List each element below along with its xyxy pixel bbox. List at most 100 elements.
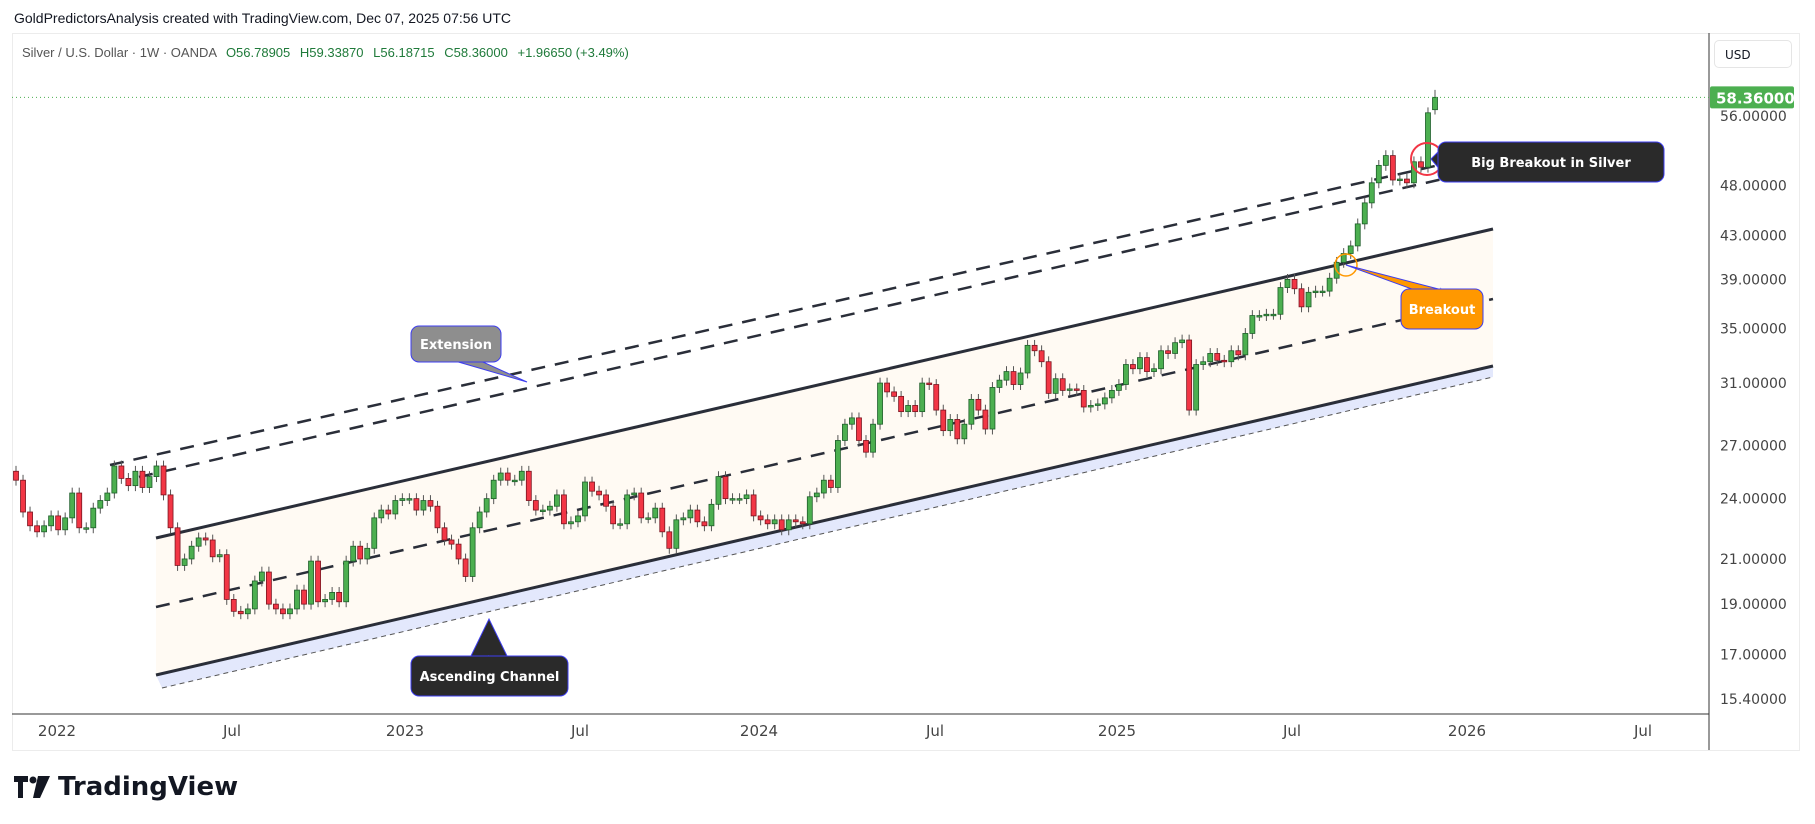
candle-down bbox=[455, 543, 462, 560]
channel-band bbox=[156, 366, 1493, 688]
time-tick-label: Jul bbox=[925, 722, 944, 740]
last-price-badge bbox=[1710, 86, 1794, 109]
candle-up bbox=[1003, 371, 1010, 381]
candle-up bbox=[511, 479, 518, 483]
chart-attribution: GoldPredictorsAnalysis created with Trad… bbox=[14, 10, 511, 26]
candle-up bbox=[497, 472, 504, 481]
candle-down bbox=[462, 558, 469, 577]
candle-down bbox=[856, 417, 862, 441]
candle-down bbox=[610, 505, 617, 525]
candle-up bbox=[905, 405, 912, 413]
time-tick-label: 2026 bbox=[1448, 722, 1486, 740]
candle-down bbox=[722, 476, 729, 500]
candle-up bbox=[546, 505, 553, 511]
time-tick-label: Jul bbox=[1282, 722, 1301, 740]
candle-up bbox=[673, 519, 680, 549]
candle-down bbox=[1389, 155, 1396, 181]
time-tick-label: Jul bbox=[222, 722, 241, 740]
candle-down bbox=[223, 554, 230, 600]
candle-up bbox=[1017, 372, 1024, 385]
candle-down bbox=[596, 490, 602, 496]
price-tick-label: 21.00000 bbox=[1720, 552, 1787, 568]
time-tick-label: Jul bbox=[1633, 722, 1652, 740]
candle-up bbox=[132, 470, 139, 487]
candle-up bbox=[1319, 290, 1326, 294]
price-tick-label: 17.00000 bbox=[1720, 647, 1787, 663]
candle-up bbox=[736, 498, 743, 501]
candle-up bbox=[877, 382, 883, 425]
candle-down bbox=[118, 465, 125, 479]
candle-up bbox=[322, 599, 328, 603]
candle-up bbox=[111, 465, 118, 494]
candle-down bbox=[504, 472, 511, 481]
candle-up bbox=[1256, 315, 1263, 318]
candle-up bbox=[1347, 245, 1354, 254]
candle-down bbox=[799, 521, 806, 525]
candle-up bbox=[343, 560, 350, 603]
candle-down bbox=[525, 470, 532, 501]
ohlc-open: O56.78905 bbox=[225, 45, 291, 60]
candle-up bbox=[806, 496, 813, 525]
candle-up bbox=[652, 507, 659, 519]
candle-down bbox=[167, 494, 174, 529]
candle-down bbox=[694, 509, 701, 523]
candle-up bbox=[258, 571, 265, 582]
ohlc-high: H59.33870 bbox=[299, 45, 364, 60]
candle-up bbox=[1432, 96, 1438, 111]
candle-down bbox=[1186, 339, 1193, 411]
candle-up bbox=[518, 470, 525, 481]
candle-up bbox=[785, 519, 792, 531]
candle-up bbox=[251, 580, 258, 610]
candle-up bbox=[294, 589, 300, 610]
candle-up bbox=[364, 547, 371, 560]
ohlc-change: +1.96650 (+3.49%) bbox=[517, 45, 629, 60]
logo-text: TradingView bbox=[58, 772, 239, 802]
candle-down bbox=[603, 494, 609, 507]
candle-up bbox=[62, 517, 69, 531]
candle-down bbox=[1291, 278, 1298, 290]
extension-note-box bbox=[410, 325, 502, 363]
candle-up bbox=[1368, 182, 1375, 204]
candle-up bbox=[1094, 403, 1101, 406]
candle-down bbox=[1214, 353, 1221, 361]
candle-up bbox=[947, 419, 954, 432]
symbol-name: Silver / U.S. Dollar · 1W · OANDA bbox=[22, 45, 217, 60]
breakout-note-box bbox=[1400, 288, 1484, 330]
tradingview-logo-icon bbox=[14, 776, 50, 798]
candle-up bbox=[1284, 278, 1291, 288]
candle-down bbox=[160, 465, 167, 496]
price-tick-label: 48.00000 bbox=[1720, 179, 1787, 195]
candle-down bbox=[926, 382, 933, 385]
candle-up bbox=[420, 500, 427, 511]
candle-down bbox=[125, 478, 132, 487]
ascending-channel-note-label: Ascending Channel bbox=[420, 670, 560, 685]
channel-fill bbox=[156, 229, 1493, 675]
candle-up bbox=[476, 511, 483, 529]
currency-button[interactable]: USD bbox=[1714, 40, 1792, 68]
candle-down bbox=[55, 515, 62, 531]
candle-up bbox=[582, 481, 588, 517]
candle-down bbox=[280, 608, 286, 615]
candle-up bbox=[968, 398, 975, 425]
candle-up bbox=[849, 417, 855, 425]
candle-up bbox=[399, 498, 406, 501]
candle-up bbox=[350, 545, 357, 562]
candle-up bbox=[715, 476, 722, 505]
candle-down bbox=[139, 470, 146, 488]
candle-up bbox=[1249, 315, 1256, 334]
candle-down bbox=[638, 492, 645, 519]
candle-up bbox=[575, 515, 581, 523]
candle-down bbox=[1418, 161, 1424, 168]
time-tick-label: 2025 bbox=[1098, 722, 1136, 740]
candle-up bbox=[1172, 342, 1178, 354]
candle-up bbox=[771, 519, 778, 525]
candle-up bbox=[378, 509, 385, 519]
candle-up bbox=[1270, 313, 1277, 317]
candle-up bbox=[1108, 390, 1115, 399]
channel-outer-line bbox=[161, 376, 1494, 689]
candle-up bbox=[1024, 344, 1031, 374]
candle-up bbox=[392, 500, 399, 515]
candle-up bbox=[69, 492, 76, 519]
tradingview-logo[interactable]: TradingView bbox=[14, 772, 238, 802]
